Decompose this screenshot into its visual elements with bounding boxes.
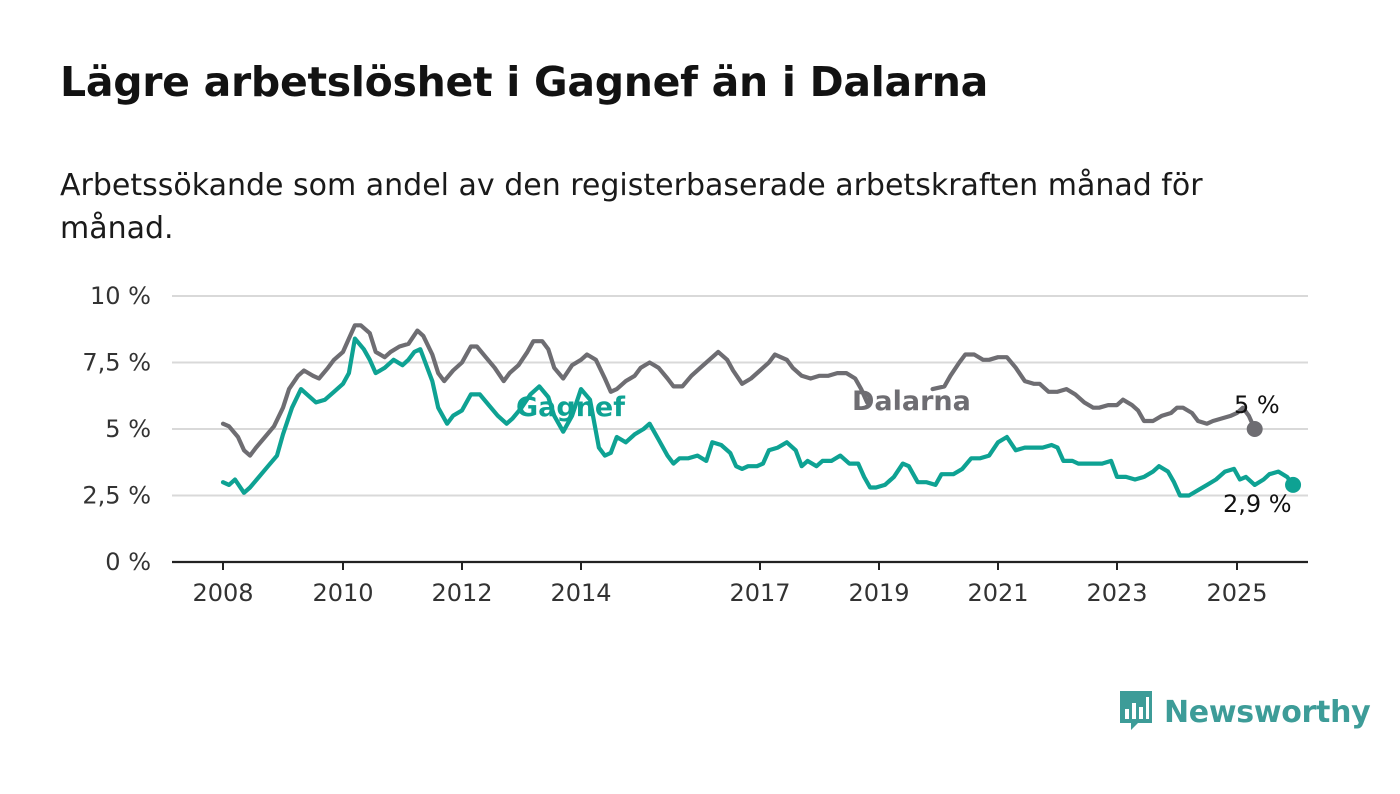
x-tick-label: 2008 bbox=[192, 579, 253, 607]
end-label-dalarna: 5 % bbox=[1234, 391, 1280, 419]
y-tick-label: 0 % bbox=[105, 548, 151, 576]
end-point-dalarna bbox=[1246, 421, 1263, 437]
y-tick-label: 7,5 % bbox=[82, 349, 151, 377]
y-tick-label: 10 % bbox=[90, 282, 151, 310]
chart-subtitle: Arbetssökande som andel av den registerb… bbox=[60, 168, 1203, 246]
x-tick-label: 2023 bbox=[1086, 579, 1147, 607]
series-lines bbox=[220, 323, 1302, 498]
end-point-gagnef bbox=[1285, 476, 1302, 493]
chart-title: Lägre arbetslöshet i Gagnef än i Dalarna bbox=[60, 58, 989, 106]
end-label-gagnef: 2,9 % bbox=[1223, 490, 1292, 518]
x-tick-label: 2021 bbox=[967, 579, 1028, 607]
series-label-dalarna: Dalarna bbox=[852, 386, 971, 417]
x-tick-label: 2012 bbox=[431, 579, 492, 607]
bar-chart-speech-bubble-icon bbox=[1120, 691, 1152, 730]
y-tick-label: 5 % bbox=[105, 415, 151, 443]
series-line-dalarna bbox=[930, 352, 1257, 432]
x-tick-label: 2017 bbox=[729, 579, 790, 607]
x-tick-label: 2014 bbox=[550, 579, 611, 607]
x-tick-label: 2025 bbox=[1206, 579, 1267, 607]
y-axis-ticks: 0 % 2,5 % 5 % 7,5 % 10 % bbox=[82, 282, 151, 576]
brand-name: Newsworthy bbox=[1164, 694, 1371, 730]
series-labels: Dalarna Gagnef 5 % 2,9 % bbox=[516, 386, 1292, 518]
y-tick-label: 2,5 % bbox=[82, 482, 151, 510]
series-label-gagnef: Gagnef bbox=[516, 392, 625, 423]
gridlines bbox=[172, 295, 1308, 497]
newsworthy-logo: Newsworthy bbox=[1118, 689, 1371, 735]
series-line-gagnef bbox=[220, 336, 1296, 498]
x-tick-label: 2010 bbox=[312, 579, 373, 607]
series-line-dalarna bbox=[220, 323, 870, 458]
x-axis-ticks: 2008 2010 2012 2014 2017 2019 2021 2023 2025 bbox=[192, 562, 1268, 607]
x-tick-label: 2019 bbox=[848, 579, 909, 607]
